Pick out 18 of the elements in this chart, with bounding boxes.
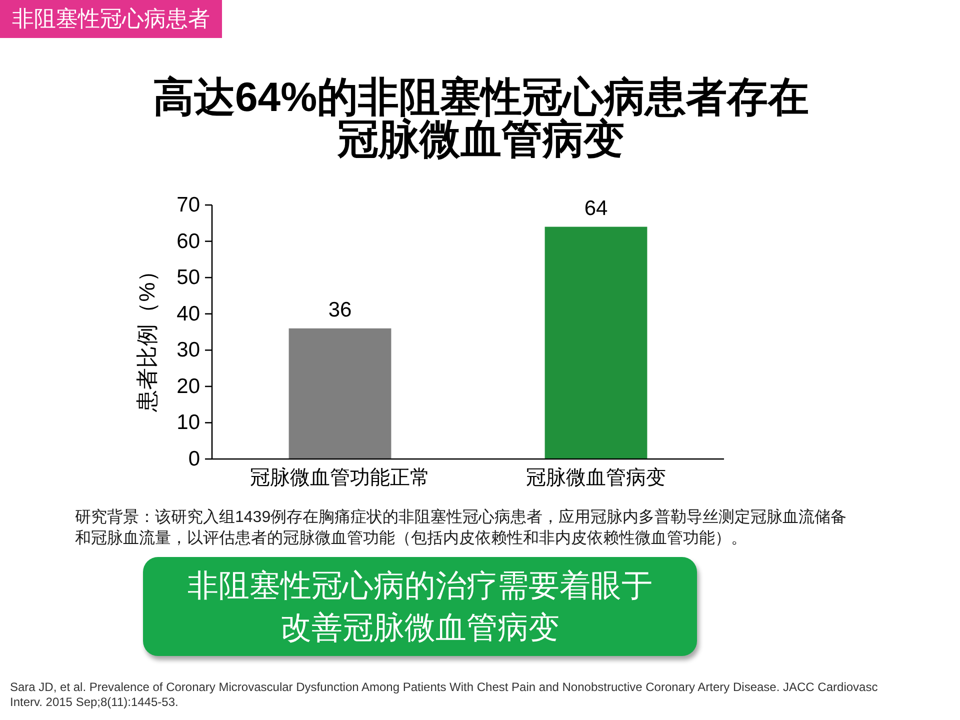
data-label: 64 (584, 196, 608, 220)
x-tick-label: 冠脉微血管病变 (526, 467, 666, 489)
y-tick-label: 20 (176, 374, 200, 398)
title: 高达64%的非阻塞性冠心病患者存在冠脉微血管病变 (152, 76, 810, 160)
source: Sara JD, et al. Prevalence of Coronary Microvascular Dysfunction Among Patients With Chest Pain and Nonobstructive Coronary Artery Disease. JACC Cardiovasc Interv. 2015 Sep;8(11):1445-53. (10, 680, 879, 710)
x-tick-label: 冠脉微血管功能正常 (250, 467, 430, 489)
y-axis-title: 患者比例（%） (134, 260, 160, 413)
y-tick-label: 60 (176, 230, 200, 253)
note: 研究背景：该研究入组1439例存在胸痛症状的非阻塞性冠心病患者，应用冠脉内多普勒导丝测定冠脉血流储备和冠脉血流量，以评估患者的冠脉微血管功能（包括内皮依赖性和非内皮依赖性微血管功能）。 (75, 507, 848, 549)
data-label: 36 (328, 298, 352, 322)
y-tick-label: 50 (176, 266, 200, 290)
y-tick-label: 0 (188, 448, 200, 470)
conclusion: 非阻塞性冠心病的治疗需要着眼于改善冠脉微血管病变 (143, 557, 697, 656)
y-tick-label: 70 (176, 194, 200, 216)
y-tick-label: 10 (176, 411, 200, 434)
y-tick-label: 40 (176, 302, 200, 326)
y-tick-label: 30 (176, 338, 200, 362)
tag: 非阻塞性冠心病患者 (0, 0, 222, 38)
